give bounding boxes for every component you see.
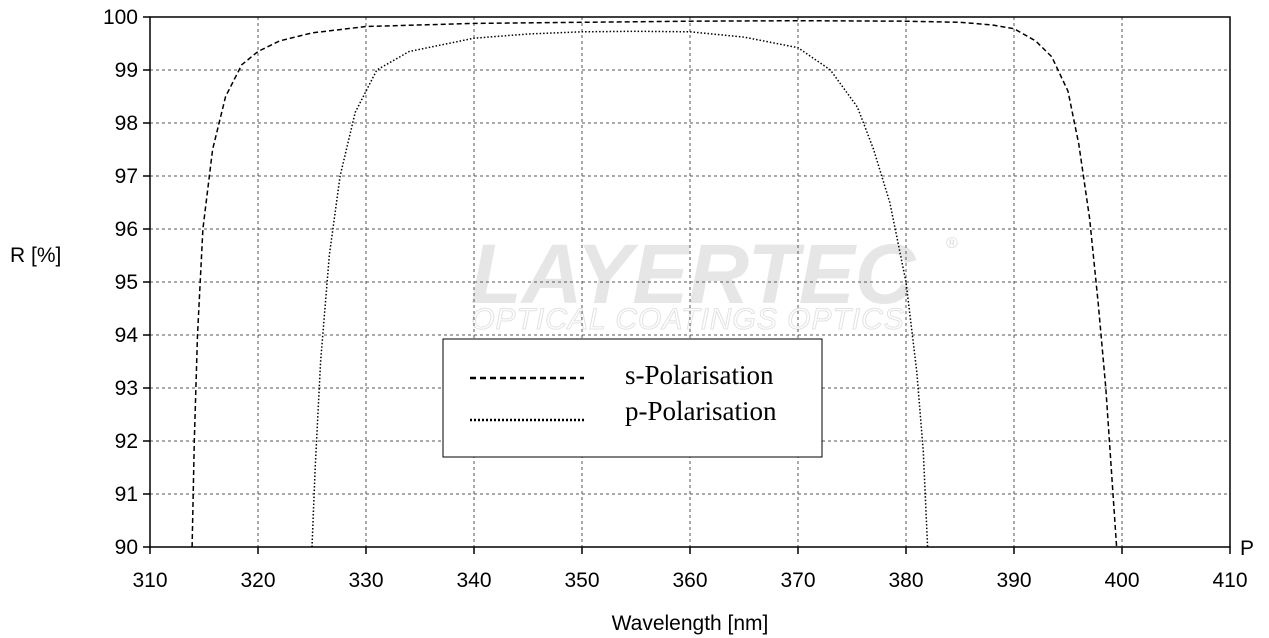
y-tick-label: 93	[115, 377, 138, 400]
y-tick-label: 97	[115, 165, 138, 188]
y-tick-label: 90	[115, 536, 138, 559]
y-tick-label: 99	[115, 59, 138, 82]
legend-box	[442, 338, 823, 458]
x-tick-label: 330	[348, 569, 383, 592]
x-tick-label: 350	[564, 569, 599, 592]
x-axis-end-label: P	[1240, 537, 1254, 560]
x-tick-label: 360	[672, 569, 707, 592]
y-tick-label: 98	[115, 112, 138, 135]
legend-label-s-polarisation: s-Polarisation	[625, 360, 774, 390]
series-line-s-polarisation	[191, 19, 1118, 548]
legend: s-Polarisation p-Polarisation	[442, 338, 823, 458]
watermark-brand: LAYERTEC	[471, 227, 917, 321]
y-tick-label: 92	[115, 430, 138, 453]
legend-label-p-polarisation: p-Polarisation	[625, 396, 777, 426]
y-tick-label: 95	[115, 271, 138, 294]
y-axis-tick-labels: 90 91 92 93 94 95 96 97 98 99 100	[103, 6, 138, 559]
x-tick-label: 370	[780, 569, 815, 592]
y-axis-title: R [%]	[10, 244, 61, 267]
y-tick-label: 91	[115, 483, 138, 506]
x-axis-tick-labels: 310 320 330 340 350 360 370 380 390 400 410	[132, 569, 1247, 592]
y-tick-label: 96	[115, 218, 138, 241]
x-tick-label: 310	[132, 569, 167, 592]
x-tick-label: 320	[240, 569, 275, 592]
x-tick-label: 340	[456, 569, 491, 592]
watermark-registered-mark: ®	[946, 235, 958, 252]
layertec-watermark: LAYERTEC ® OPTICAL COATINGS OPTICS	[471, 227, 958, 337]
watermark-tagline: OPTICAL COATINGS OPTICS	[471, 303, 905, 336]
y-tick-label: 100	[103, 6, 138, 29]
plot-series	[191, 19, 1118, 548]
x-tick-label: 380	[888, 569, 923, 592]
series-line-p-polarisation	[311, 30, 929, 548]
axis-ticks	[143, 16, 1231, 554]
x-axis-title: Wavelength [nm]	[612, 612, 769, 635]
y-tick-label: 94	[115, 324, 139, 347]
x-tick-label: 400	[1104, 569, 1139, 592]
plot-grid	[150, 17, 1230, 547]
x-tick-label: 390	[996, 569, 1031, 592]
x-tick-label: 410	[1212, 569, 1247, 592]
